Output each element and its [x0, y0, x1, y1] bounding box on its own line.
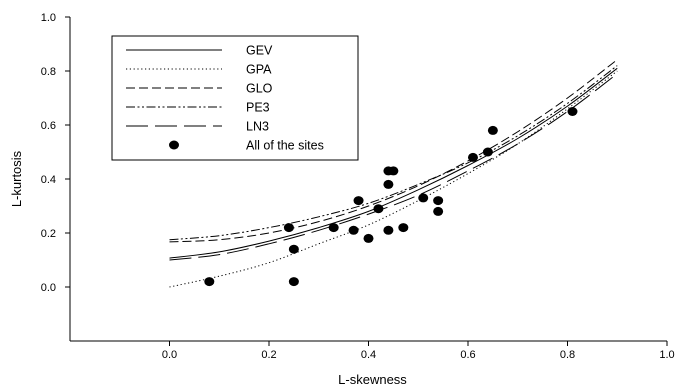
site-point: [328, 223, 339, 233]
theoretical-curves: [169, 59, 618, 288]
curve-glo: [169, 59, 618, 243]
curve-gpa: [169, 70, 618, 288]
site-point: [283, 223, 294, 233]
x-tick-label: 1.0: [659, 349, 674, 361]
legend-label: PE3: [246, 101, 270, 115]
site-point: [433, 196, 444, 206]
site-point: [353, 196, 364, 206]
legend-label: GPA: [246, 63, 272, 77]
y-tick-label: 1.0: [41, 12, 56, 24]
legend-item-glo: GLO: [126, 82, 273, 96]
x-axis-label: L-skewness: [338, 372, 407, 387]
site-point: [204, 277, 215, 287]
legend-item-pe3: PE3: [126, 101, 270, 115]
legend-box: [111, 35, 359, 161]
legend-item-all-of-the-sites: All of the sites: [169, 139, 324, 153]
y-axis-label: L-kurtosis: [9, 150, 24, 207]
y-tick-label: 0.4: [41, 174, 56, 186]
legend-label: LN3: [246, 120, 269, 134]
site-point: [418, 193, 429, 203]
site-point: [288, 244, 299, 254]
site-point: [398, 223, 409, 233]
legend: GEV GPA GLO PE3 LN3 All of the sites: [111, 35, 359, 161]
curve-pe3: [169, 65, 618, 241]
legend-label: GEV: [246, 44, 273, 58]
site-point: [383, 179, 394, 189]
legend-item-gpa: GPA: [126, 63, 272, 77]
site-point: [567, 107, 578, 116]
legend-swatch-points: [169, 140, 179, 150]
site-point: [348, 225, 359, 235]
site-point: [288, 277, 299, 287]
y-tick-label: 0.8: [41, 66, 56, 78]
y-tick-label: 0.2: [41, 228, 56, 240]
site-point: [482, 147, 493, 157]
x-tick-label: 0.4: [361, 349, 376, 361]
legend-label: All of the sites: [246, 139, 324, 153]
site-point: [383, 225, 394, 235]
x-tick-label: 0.2: [261, 349, 276, 361]
curve-gev: [169, 67, 618, 259]
site-points: [204, 107, 578, 287]
site-point: [388, 166, 399, 176]
x-tick-label: 0.0: [162, 349, 177, 361]
site-point: [373, 204, 384, 214]
site-point: [363, 233, 374, 243]
y-tick-label: 0.6: [41, 120, 56, 132]
legend-item-ln3: LN3: [126, 120, 269, 134]
legend-item-gev: GEV: [126, 44, 273, 58]
x-tick-label: 0.6: [460, 349, 475, 361]
site-point: [487, 125, 498, 135]
site-point: [433, 206, 444, 216]
site-point: [467, 152, 478, 162]
y-tick-label: 0.0: [41, 282, 56, 294]
curve-ln3: [169, 73, 618, 261]
axes: 0.0 0.2 0.4 0.6 0.8 1.0 0.0 0.2 0.4 0.6 0.8 1.0: [41, 12, 675, 361]
x-tick-label: 0.8: [560, 349, 575, 361]
legend-label: GLO: [246, 82, 273, 96]
